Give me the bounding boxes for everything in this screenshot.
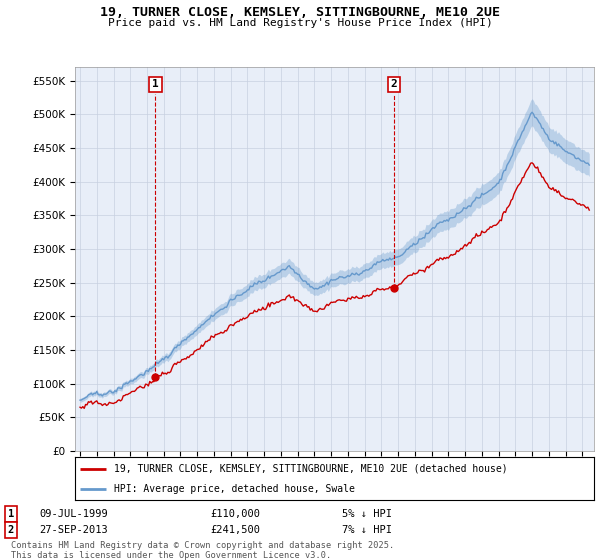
Text: 1: 1 — [152, 80, 159, 90]
Text: 27-SEP-2013: 27-SEP-2013 — [39, 525, 108, 535]
Text: 7% ↓ HPI: 7% ↓ HPI — [342, 525, 392, 535]
Text: 5% ↓ HPI: 5% ↓ HPI — [342, 509, 392, 519]
Text: £110,000: £110,000 — [210, 509, 260, 519]
Text: Price paid vs. HM Land Registry's House Price Index (HPI): Price paid vs. HM Land Registry's House … — [107, 18, 493, 28]
Text: 19, TURNER CLOSE, KEMSLEY, SITTINGBOURNE, ME10 2UE: 19, TURNER CLOSE, KEMSLEY, SITTINGBOURNE… — [100, 6, 500, 18]
Text: 19, TURNER CLOSE, KEMSLEY, SITTINGBOURNE, ME10 2UE (detached house): 19, TURNER CLOSE, KEMSLEY, SITTINGBOURNE… — [114, 464, 508, 474]
Text: 1: 1 — [8, 509, 14, 519]
Text: 2: 2 — [391, 80, 397, 90]
Text: £241,500: £241,500 — [210, 525, 260, 535]
Text: Contains HM Land Registry data © Crown copyright and database right 2025.
This d: Contains HM Land Registry data © Crown c… — [11, 540, 394, 560]
Text: 09-JUL-1999: 09-JUL-1999 — [39, 509, 108, 519]
Text: HPI: Average price, detached house, Swale: HPI: Average price, detached house, Swal… — [114, 484, 355, 494]
Text: 2: 2 — [8, 525, 14, 535]
